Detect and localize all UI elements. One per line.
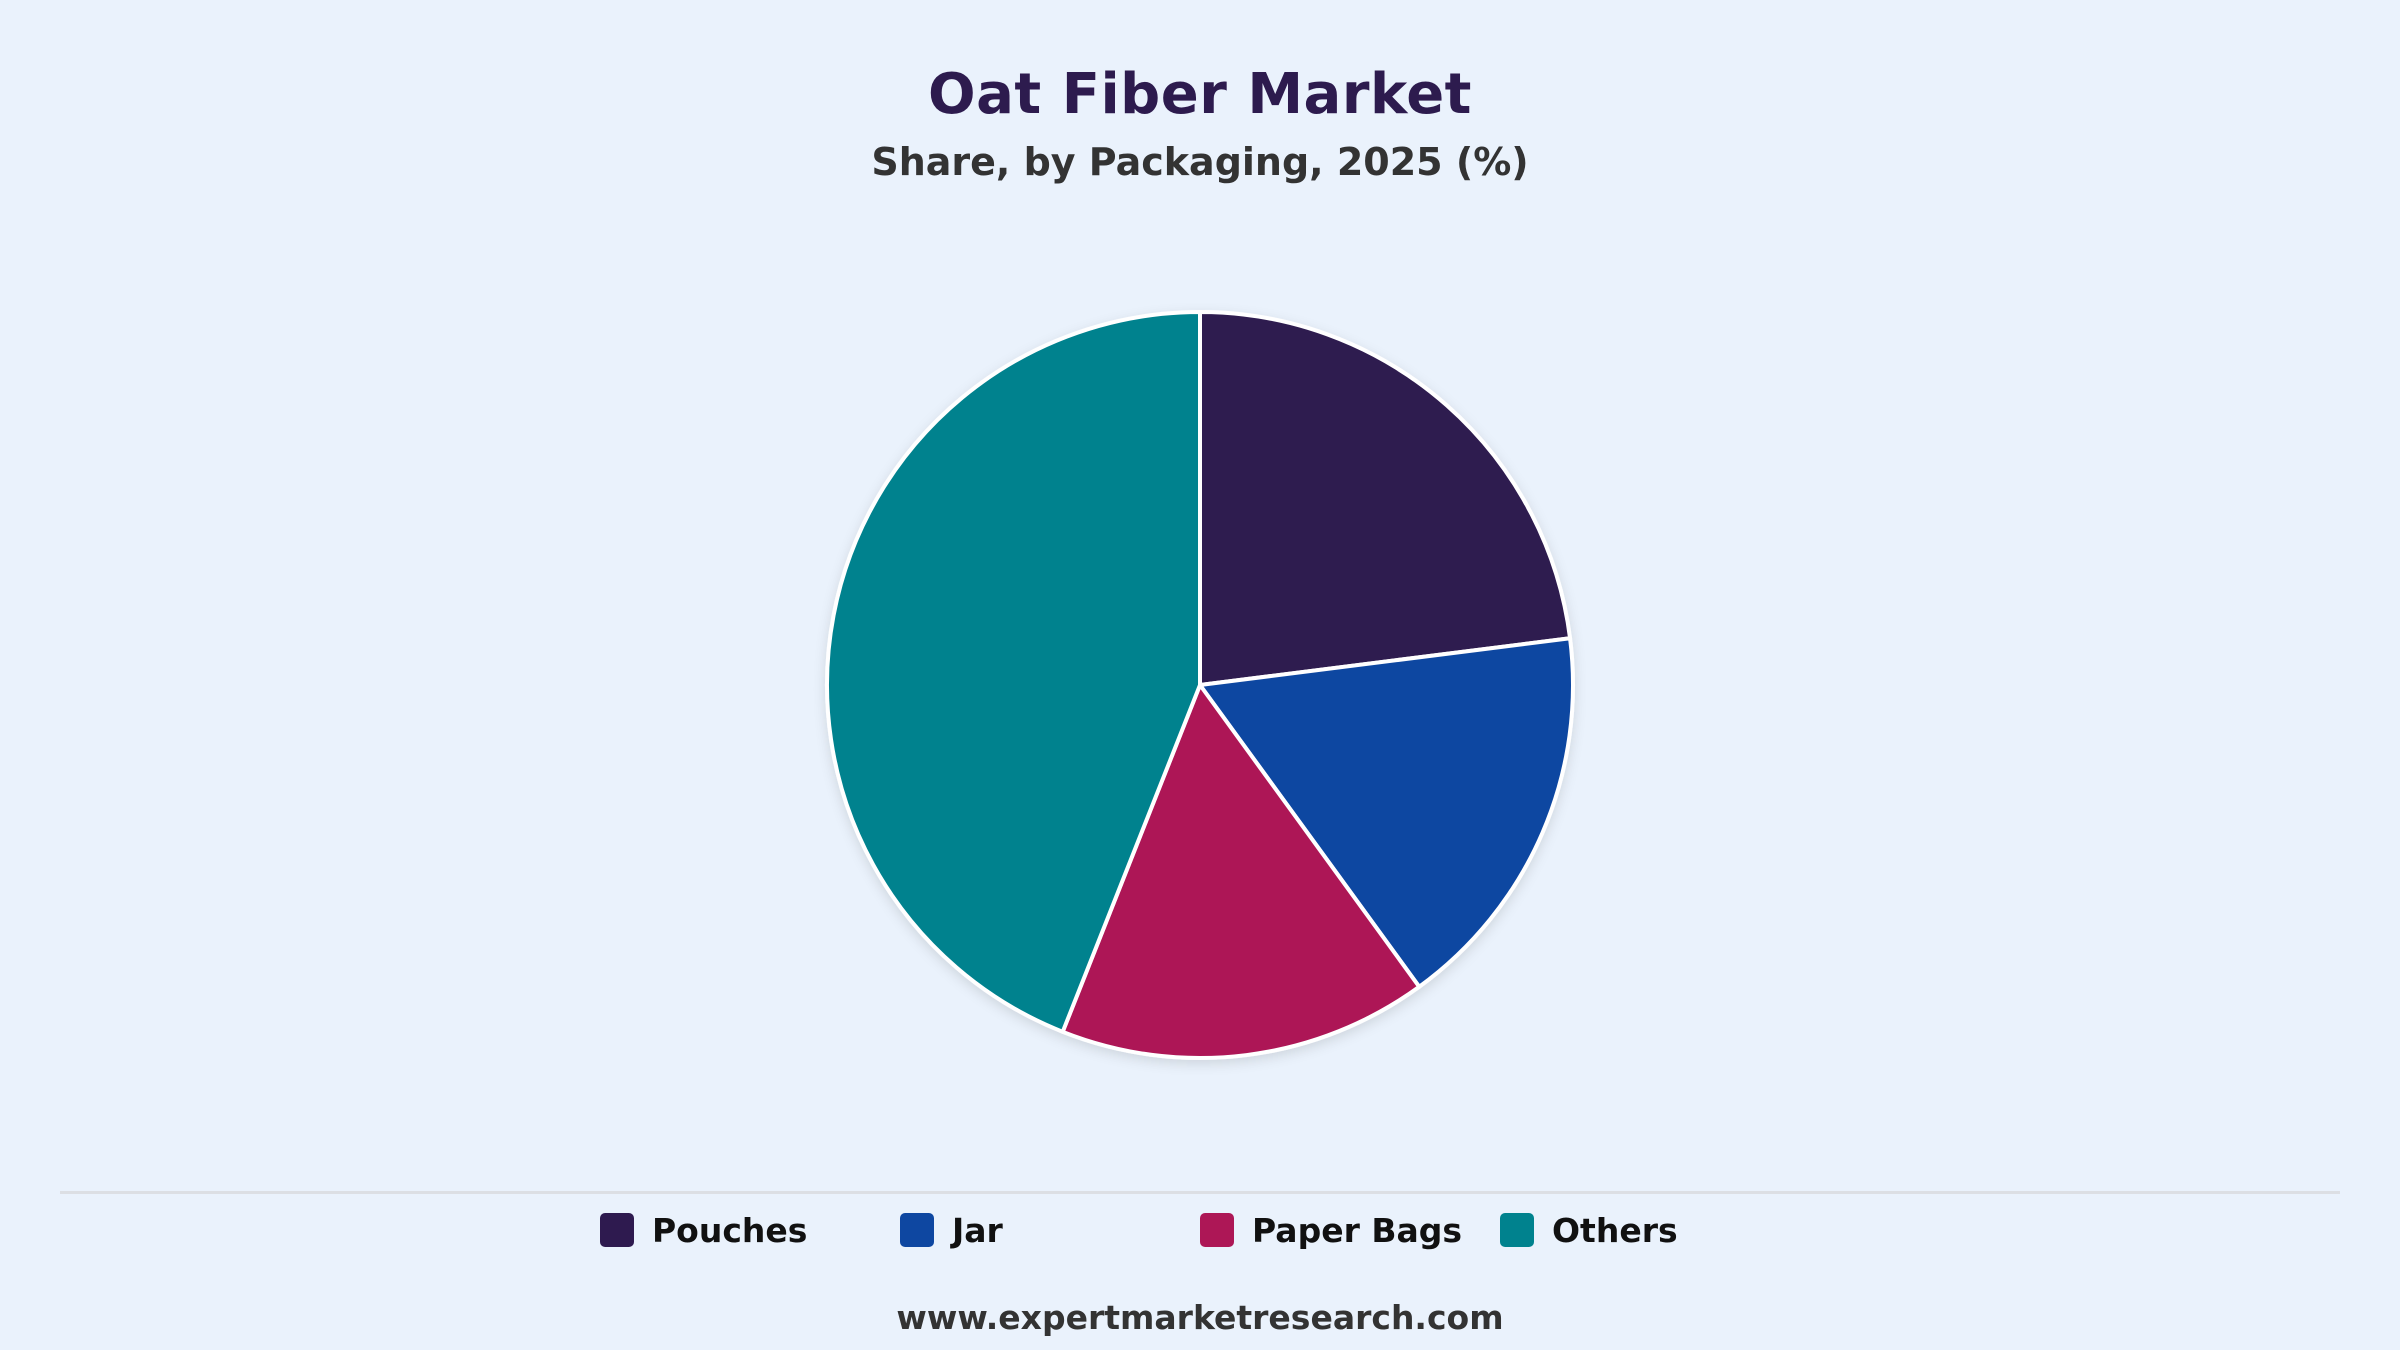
legend-item-paper-bags: Paper Bags bbox=[1200, 1210, 1462, 1250]
pie-slice-jar bbox=[1198, 636, 1575, 989]
legend-label-jar: Jar bbox=[952, 1210, 1003, 1250]
legend-label-paper-bags: Paper Bags bbox=[1252, 1210, 1463, 1250]
legend-label-others: Others bbox=[1552, 1210, 1678, 1250]
chart-subtitle: Share, by Packaging, 2025 (%) bbox=[871, 140, 1529, 184]
source-url: www.expertmarketresearch.com bbox=[896, 1298, 1504, 1337]
legend-item-pouches: Pouches bbox=[600, 1210, 807, 1250]
legend-item-jar: Jar bbox=[900, 1210, 1003, 1250]
legend-swatch-others bbox=[1500, 1213, 1534, 1247]
chart-title: Oat Fiber Market bbox=[928, 62, 1472, 127]
legend-item-others: Others bbox=[1500, 1210, 1678, 1250]
pie-chart bbox=[824, 310, 1575, 1061]
pie-slice-paper-bags bbox=[1060, 683, 1422, 1061]
legend-swatch-jar bbox=[900, 1213, 934, 1247]
legend-swatch-paper-bags bbox=[1200, 1213, 1234, 1247]
pie-slice-others bbox=[824, 310, 1202, 1034]
legend-label-pouches: Pouches bbox=[652, 1210, 808, 1250]
legend-divider bbox=[60, 1191, 2340, 1194]
pie-slice-pouches bbox=[1198, 310, 1573, 687]
legend-swatch-pouches bbox=[600, 1213, 634, 1247]
